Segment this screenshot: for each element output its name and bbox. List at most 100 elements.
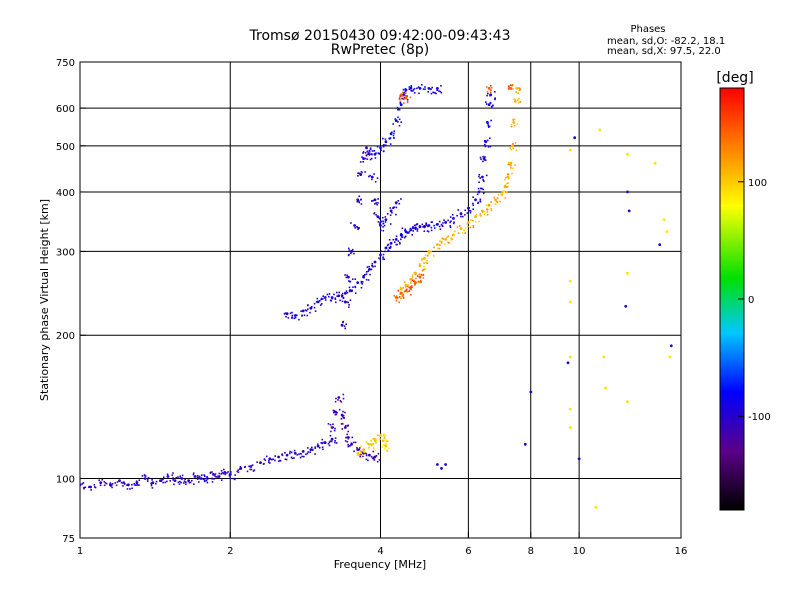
x-tick-label: 10 <box>573 546 586 557</box>
data-point-speckle <box>289 450 291 453</box>
data-point-speckle <box>246 470 249 473</box>
data-point-speckle <box>389 247 391 249</box>
data-point-speckle <box>327 442 330 445</box>
data-point-speckle <box>338 291 340 294</box>
data-point-speckle <box>359 450 362 453</box>
data-point-speckle <box>274 455 276 457</box>
data-point-speckle <box>429 88 432 90</box>
data-point-speckle <box>341 324 343 327</box>
data-point-speckle <box>336 295 338 297</box>
data-point-speckle <box>375 455 378 457</box>
data-point-speckle <box>122 482 124 484</box>
data-point-speckle <box>214 475 216 477</box>
data-point-speckle <box>427 252 430 255</box>
data-point-speckle <box>408 230 411 233</box>
data-point-speckle <box>328 295 330 298</box>
data-point-speckle <box>370 455 373 458</box>
data-point-speckle <box>135 480 138 482</box>
data-point-speckle <box>512 147 515 150</box>
data-point-speckle <box>309 451 311 453</box>
data-point-speckle <box>333 429 336 432</box>
data-point-speckle <box>431 86 433 89</box>
data-point-speckle <box>285 315 287 318</box>
data-point-speckle <box>183 482 185 484</box>
data-point-speckle <box>265 455 268 458</box>
data-point-speckle <box>412 226 414 228</box>
data-point <box>436 243 439 247</box>
data-point-speckle <box>178 483 181 485</box>
data-point-speckle <box>362 152 364 154</box>
data-point <box>626 152 629 156</box>
data-point-speckle <box>512 88 514 90</box>
data-point-speckle <box>160 480 163 482</box>
data-point-speckle <box>410 85 413 87</box>
data-point-speckle <box>369 148 372 151</box>
data-point-speckle <box>453 234 455 237</box>
data-point-speckle <box>449 216 452 218</box>
data-point-speckle <box>360 203 363 205</box>
data-point <box>598 128 602 132</box>
data-point-speckle <box>351 436 354 439</box>
data-point-speckle <box>360 452 362 455</box>
data-point-speckle <box>437 247 439 250</box>
data-point-speckle <box>284 458 287 460</box>
data-point-speckle <box>398 108 401 111</box>
data-point <box>494 198 497 202</box>
data-point-speckle <box>507 162 510 164</box>
data-point <box>452 217 455 220</box>
data-point-speckle <box>411 285 413 287</box>
data-point-speckle <box>348 280 350 282</box>
data-point-speckle <box>486 139 489 142</box>
data-point-speckle <box>356 225 358 228</box>
data-point-speckle <box>104 482 107 484</box>
data-point-speckle <box>370 153 373 155</box>
x-tick-label: 6 <box>465 546 471 557</box>
data-point-speckle <box>371 457 374 460</box>
data-point-speckle <box>518 97 520 100</box>
data-point-speckle <box>406 232 408 234</box>
data-point-speckle <box>356 200 359 203</box>
data-point-speckle <box>389 207 392 209</box>
data-point-speckle <box>413 280 415 283</box>
data-point-speckle <box>373 457 375 460</box>
data-point-speckle <box>466 212 469 214</box>
data-point-speckle <box>493 196 495 199</box>
data-point-speckle <box>377 434 379 437</box>
data-point-speckle <box>135 484 137 486</box>
data-point-speckle <box>115 484 118 487</box>
data-point-speckle <box>372 450 375 453</box>
data-point-speckle <box>492 104 494 107</box>
data-point-speckle <box>487 124 490 127</box>
data-point-speckle <box>196 474 199 477</box>
data-point-speckle <box>389 137 392 139</box>
data-point <box>566 361 570 365</box>
data-point-speckle <box>319 304 322 306</box>
data-point-speckle <box>362 161 364 163</box>
data-point-speckle <box>339 299 341 302</box>
data-point-speckle <box>506 191 508 194</box>
data-point-speckle <box>350 252 352 254</box>
data-point-speckle <box>346 274 348 277</box>
data-point-speckle <box>359 455 361 458</box>
data-point-speckle <box>409 227 412 230</box>
data-point-speckle <box>486 91 489 93</box>
axis-ticks: 1 2 4 6 8 10 16 75 100 200 300 400 500 600 750 <box>56 58 687 557</box>
data-point-speckle <box>384 144 387 146</box>
data-point-speckle <box>480 215 482 217</box>
data-point-speckle <box>438 90 440 92</box>
data-point-speckle <box>334 437 337 439</box>
data-point-speckle <box>201 474 203 476</box>
data-point-speckle <box>173 483 175 486</box>
data-point-speckle <box>412 88 415 91</box>
data-point-speckle <box>438 225 441 228</box>
data-point-speckle <box>476 193 479 196</box>
data-point-speckle <box>169 480 171 482</box>
data-point-speckle <box>395 202 398 205</box>
data-point <box>427 87 431 90</box>
data-point-speckle <box>392 123 394 125</box>
data-point-speckle <box>469 226 472 229</box>
data-point-speckle <box>367 459 369 462</box>
data-point-speckle <box>410 293 412 296</box>
data-point-speckle <box>400 238 402 241</box>
data-point-speckle <box>162 481 164 484</box>
